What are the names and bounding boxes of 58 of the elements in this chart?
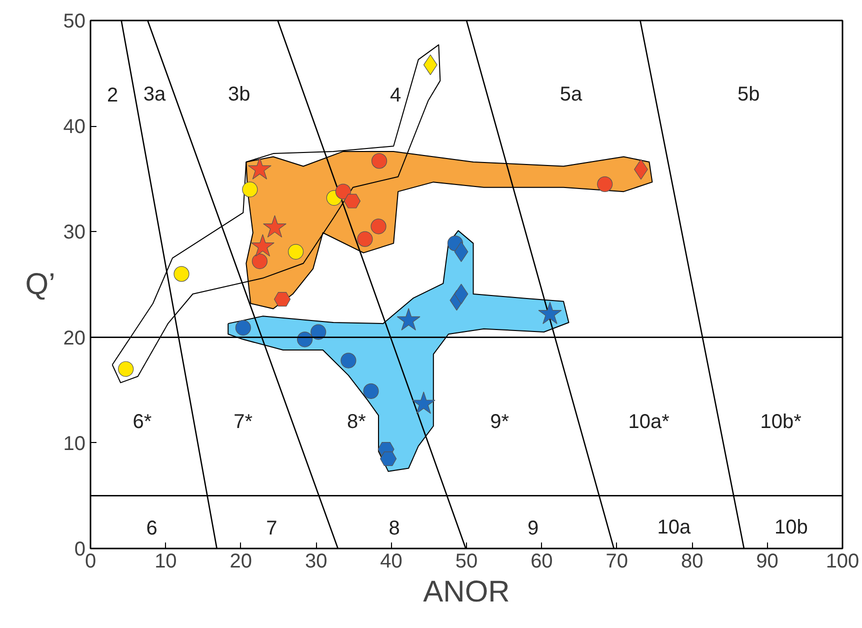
annotation: 7 (266, 517, 278, 540)
point (340, 352, 356, 368)
point (288, 244, 304, 260)
point (242, 182, 258, 198)
point (344, 194, 360, 208)
y-tick-label: 20 (63, 327, 86, 350)
annotation: 5b (737, 83, 760, 106)
point (396, 308, 420, 330)
y-tick-label: 10 (63, 432, 86, 455)
x-tick-label: 40 (380, 550, 402, 572)
x-tick-label: 100 (826, 550, 860, 572)
x-axis-title: ANOR (423, 576, 510, 608)
annotation: 8 (388, 517, 400, 540)
point (370, 218, 386, 234)
point (597, 176, 613, 192)
point (248, 157, 272, 180)
annotation: 4 (390, 84, 402, 106)
annotation: 8* (346, 410, 366, 433)
annotation: 10b* (760, 410, 802, 433)
point (357, 231, 373, 247)
x-tick-label: 10 (154, 550, 177, 572)
annotation: 10a* (628, 410, 670, 433)
point (363, 383, 379, 399)
point (174, 266, 190, 282)
annotation: 9* (490, 410, 510, 433)
point (412, 392, 436, 414)
point (235, 320, 251, 336)
y-tick-label: 30 (63, 222, 86, 244)
x-tick-label: 80 (680, 550, 704, 572)
y-axis-title: Q’ (25, 268, 56, 301)
annotation: 3a (143, 83, 166, 106)
annotation: 5a (560, 83, 583, 106)
annotation: 6* (132, 410, 152, 433)
y-tick-label: 40 (63, 116, 86, 138)
annotation: 9 (528, 517, 539, 540)
x-tick-label: 90 (756, 550, 778, 572)
annotation: 3b (228, 83, 250, 106)
point (335, 184, 351, 200)
x-tick-label: 50 (455, 550, 478, 572)
annotation: 10a (657, 516, 692, 538)
y-tick-label: 50 (63, 10, 86, 32)
annotation: 6 (146, 517, 158, 540)
annotation: 10b (774, 516, 808, 538)
annotation: 7* (234, 410, 253, 433)
x-tick-label: 70 (606, 550, 628, 572)
point (538, 302, 562, 324)
point (252, 253, 268, 270)
x-tick-label: 20 (230, 550, 252, 572)
point (274, 292, 291, 307)
point (250, 234, 274, 256)
point (118, 361, 134, 377)
x-tick-label: 30 (304, 550, 328, 572)
point (263, 215, 286, 238)
point (380, 452, 397, 466)
point (310, 324, 326, 340)
point (371, 153, 388, 169)
x-tick-label: 60 (530, 550, 553, 572)
annotation: 2 (107, 84, 118, 106)
